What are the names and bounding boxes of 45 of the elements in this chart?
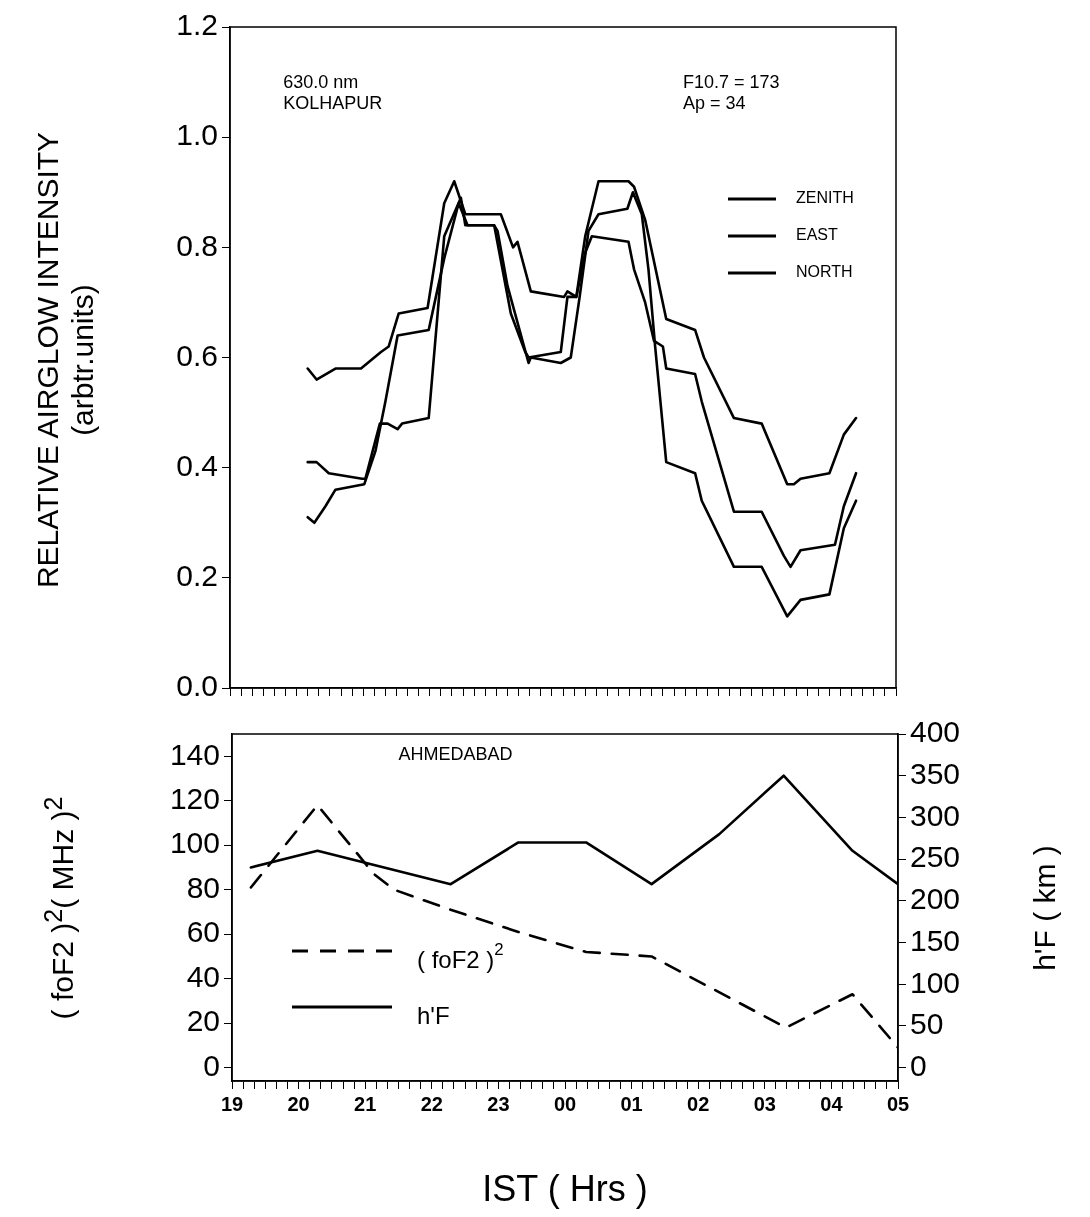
y-tick-label: 0.4 bbox=[176, 448, 218, 482]
y-tick-label: 0 bbox=[203, 1048, 220, 1082]
y2-tick-label: 250 bbox=[910, 840, 961, 874]
x-tick-label: 19 bbox=[220, 1092, 244, 1115]
legend-label: ZENITH bbox=[796, 189, 854, 207]
y2-tick-label: 50 bbox=[910, 1007, 944, 1041]
legend-label: NORTH bbox=[796, 263, 853, 281]
x-tick-label: 22 bbox=[420, 1092, 443, 1115]
y-tick-label: 1.2 bbox=[176, 8, 218, 42]
x-tick-label: 21 bbox=[354, 1092, 377, 1115]
legend-label: EAST bbox=[796, 226, 839, 244]
annotation: 630.0 nm KOLHAPUR bbox=[283, 72, 383, 114]
y-tick-label: 140 bbox=[169, 737, 220, 771]
legend-label: h'F bbox=[417, 1001, 450, 1029]
y-tick-label: 120 bbox=[169, 782, 220, 815]
y-tick-label: 40 bbox=[186, 959, 220, 993]
y-tick-label: 0.0 bbox=[176, 669, 218, 703]
y2-tick-label: 400 bbox=[910, 715, 961, 749]
x-tick-label: 20 bbox=[287, 1092, 310, 1115]
y2-tick-label: 0 bbox=[910, 1048, 927, 1082]
x-tick-label: 00 bbox=[553, 1092, 577, 1115]
y2-axis-title: h'F ( km ) bbox=[1027, 844, 1062, 971]
y2-tick-label: 350 bbox=[910, 756, 961, 790]
y-axis-title: RELATIVE AIRGLOW INTENSITY (arbtr.units) bbox=[30, 131, 100, 589]
x-tick-label: 23 bbox=[487, 1092, 510, 1115]
y2-tick-label: 300 bbox=[910, 798, 961, 832]
y-tick-label: 0.6 bbox=[176, 338, 218, 372]
y-tick-label: 1.0 bbox=[176, 118, 218, 152]
annotation: F10.7 = 173 Ap = 34 bbox=[682, 72, 780, 114]
y-tick-label: 0.2 bbox=[176, 559, 218, 593]
x-tick-label: 02 bbox=[687, 1092, 710, 1115]
y2-tick-label: 100 bbox=[910, 965, 961, 999]
y-tick-label: 100 bbox=[169, 826, 220, 860]
x-tick-label: 04 bbox=[820, 1092, 844, 1115]
y2-tick-label: 200 bbox=[910, 882, 961, 916]
annotation: AHMEDABAD bbox=[398, 743, 513, 764]
y-tick-label: 20 bbox=[186, 1004, 220, 1038]
y-tick-label: 0.8 bbox=[176, 228, 218, 262]
x-axis-title: IST ( Hrs ) bbox=[482, 1168, 648, 1210]
x-tick-label: 05 bbox=[886, 1092, 910, 1115]
y-tick-label: 60 bbox=[186, 915, 220, 949]
y-tick-label: 80 bbox=[186, 870, 220, 904]
x-tick-label: 01 bbox=[620, 1092, 643, 1115]
x-tick-label: 03 bbox=[753, 1092, 776, 1115]
y2-tick-label: 150 bbox=[910, 923, 961, 957]
